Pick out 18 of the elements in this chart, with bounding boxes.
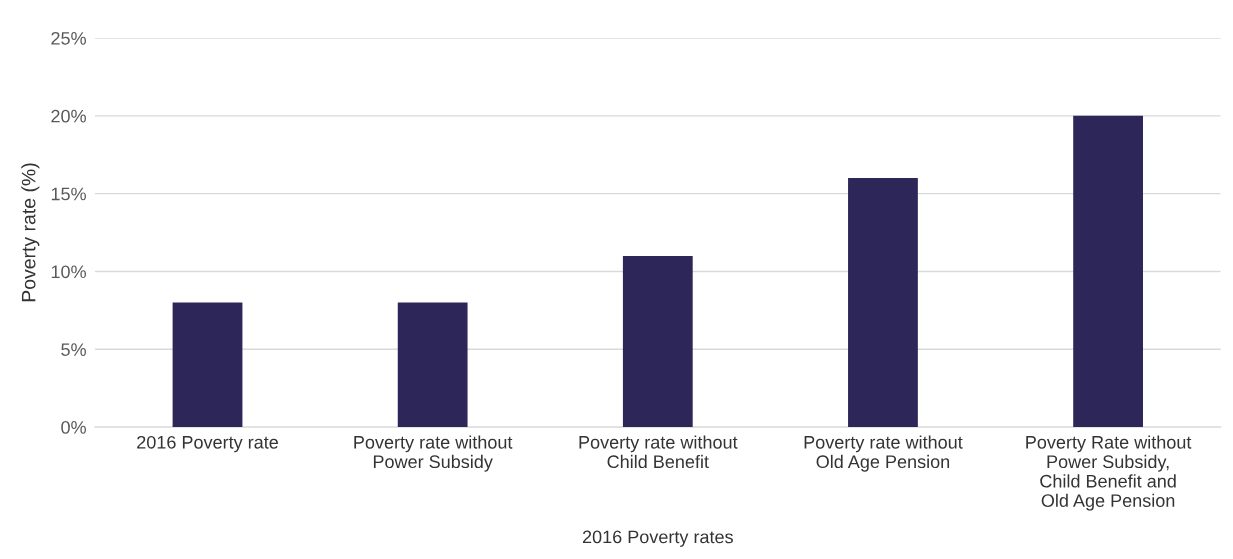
bar [1073, 115, 1143, 428]
y-tick-label: 20% [51, 109, 86, 123]
bar [848, 178, 918, 428]
y-tick-label: 10% [51, 265, 86, 279]
bar [622, 255, 693, 428]
x-tick-label: Poverty Rate without Power Subsidy, Child Benefit and Old Age Pension [1026, 435, 1192, 511]
x-tick-label: 2016 Poverty rate [137, 435, 278, 453]
x-tick-label: Poverty rate without Power Subsidy [354, 435, 513, 472]
x-tick-label: Poverty rate without Child Benefit [579, 435, 738, 469]
bar [397, 302, 468, 428]
y-tick-label: 0% [61, 421, 86, 434]
bar [172, 302, 243, 428]
y-tick-label: 5% [61, 343, 86, 356]
y-tick-label: 15% [51, 187, 86, 201]
y-axis-title: Poverty rate (%) [21, 163, 40, 302]
x-axis-title: 2016 Poverty rates [582, 530, 733, 547]
y-tick-label: 25% [51, 31, 86, 45]
x-tick-label: Poverty rate without Old Age Pension [804, 435, 963, 472]
